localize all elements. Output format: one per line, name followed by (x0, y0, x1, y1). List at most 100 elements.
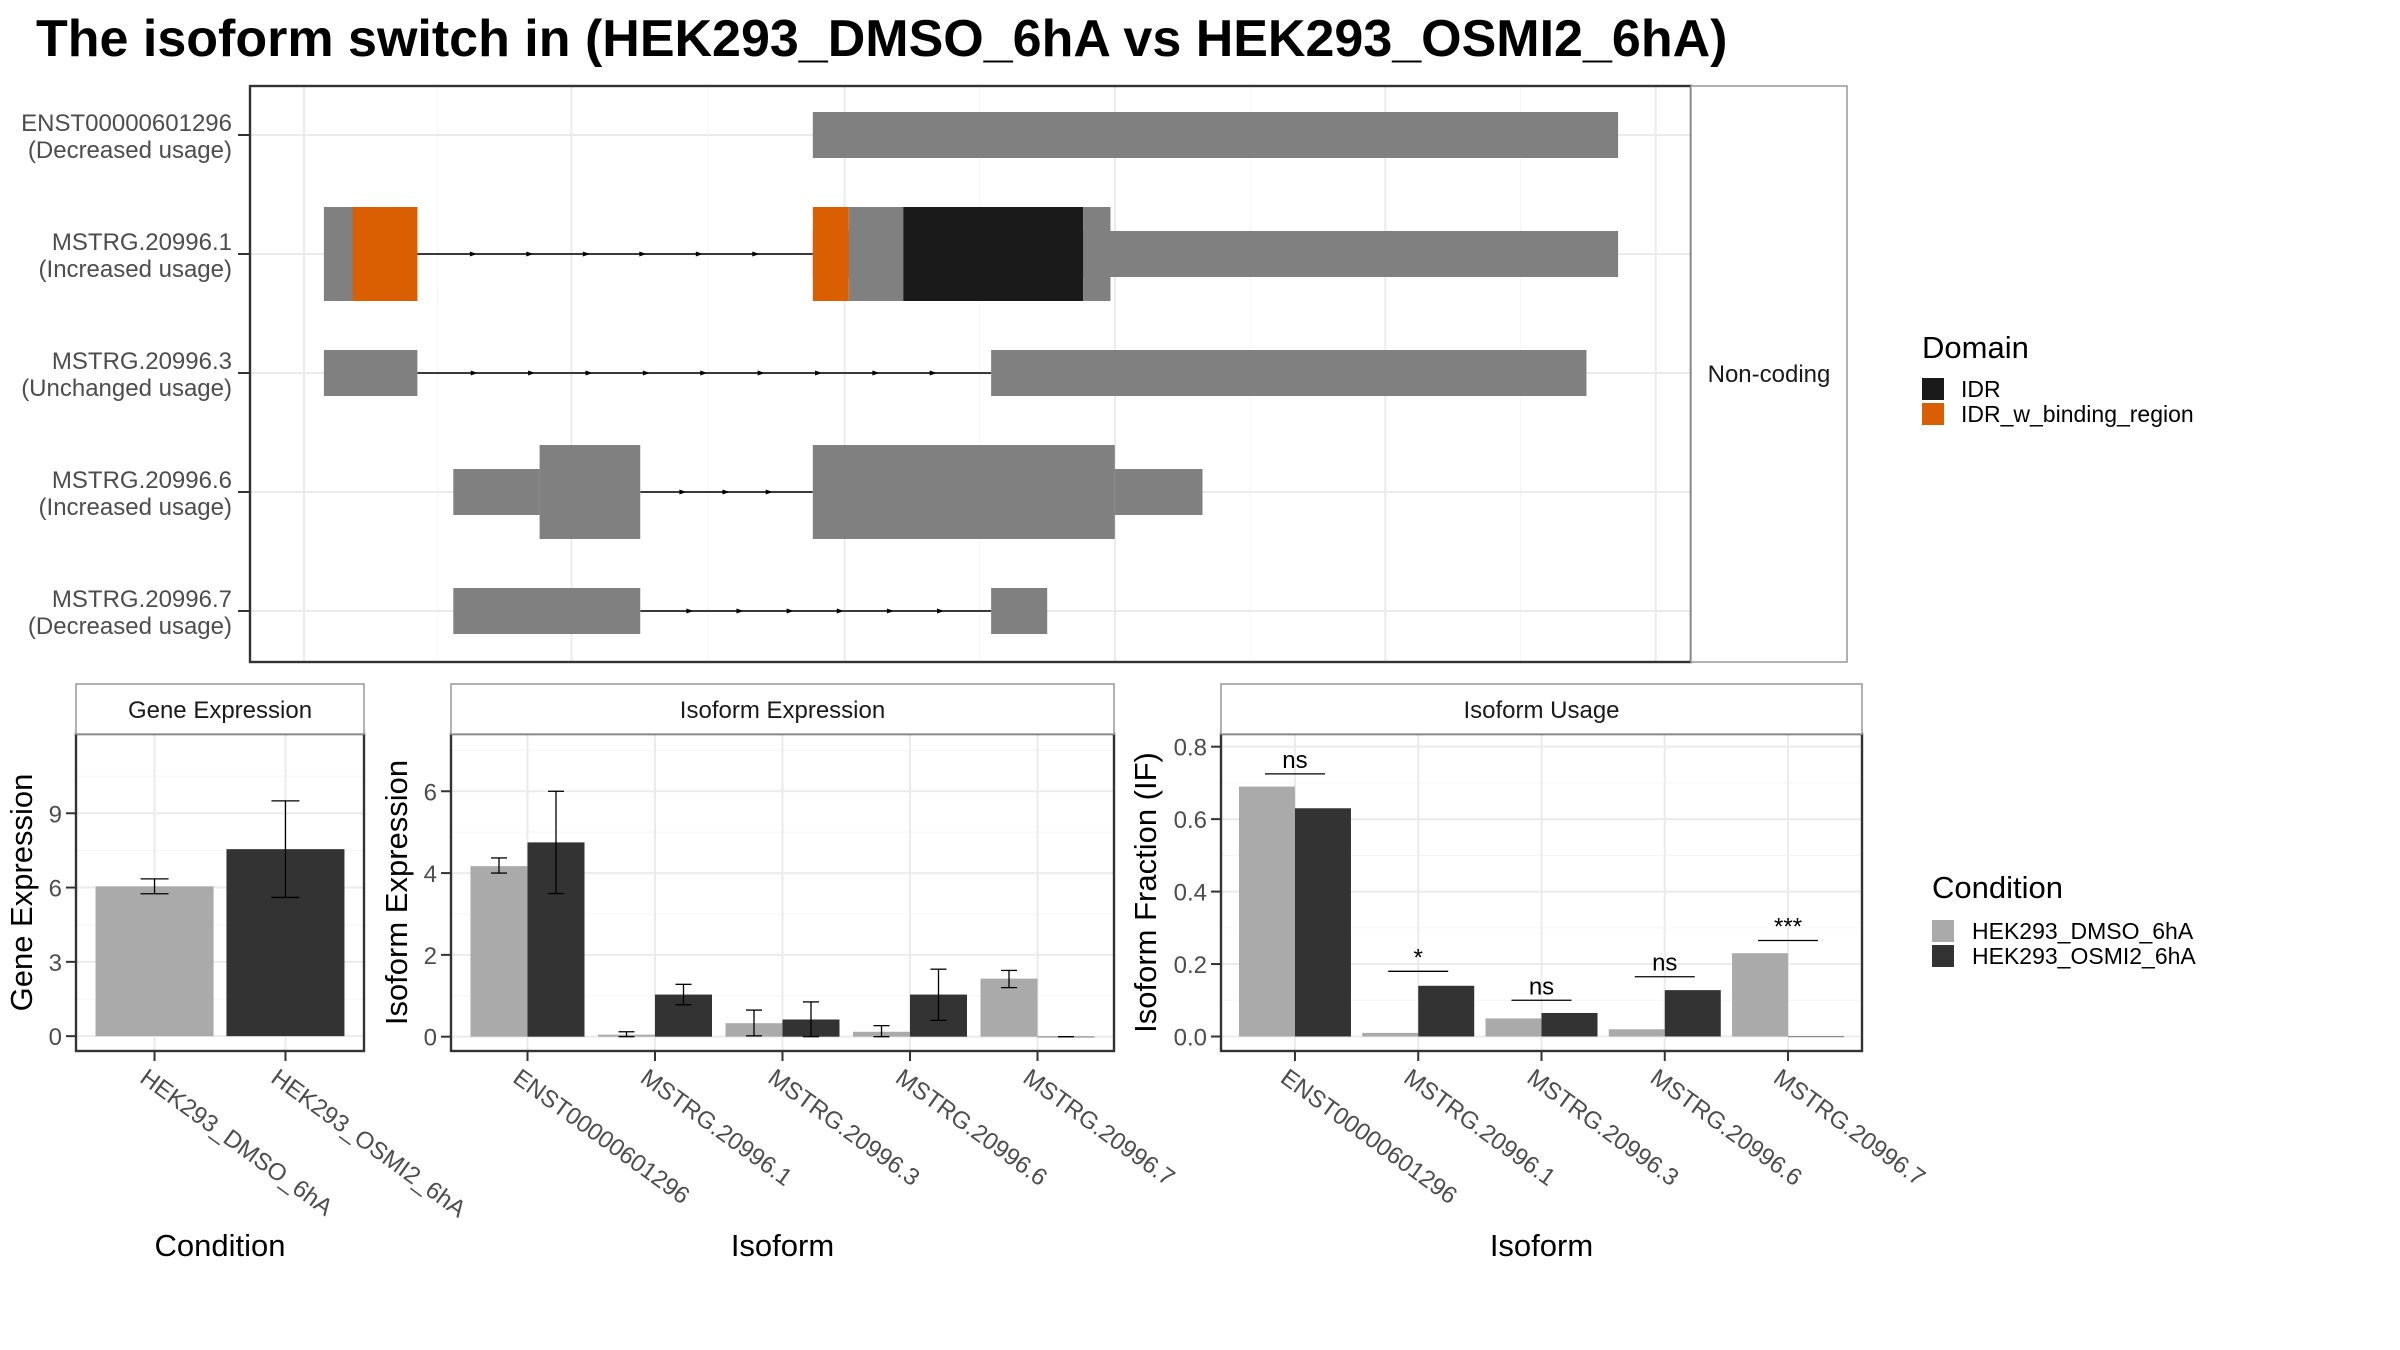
legend-label: HEK293_DMSO_6hA (1972, 918, 2194, 944)
legend-title: Domain (1922, 330, 2029, 365)
y-tick-label: 6 (49, 876, 62, 903)
x-axis-title: Condition (155, 1228, 286, 1263)
strand-arrow (765, 489, 773, 495)
strand-arrow (700, 370, 708, 376)
y-tick-label: 0 (49, 1024, 62, 1051)
exon-block (991, 588, 1048, 634)
bar (1732, 953, 1789, 1037)
isoform-label: MSTRG.20996.7(Decreased usage) (28, 586, 250, 640)
isoform-usage-label: (Decreased usage) (28, 137, 232, 164)
isoform-expression-panel: Isoform Expression0246ENST00000601296MST… (379, 683, 1180, 1263)
exon-block (539, 445, 641, 539)
facet-strip (1690, 85, 1848, 663)
bar (470, 866, 528, 1037)
bar (1418, 985, 1475, 1037)
strand-arrow (752, 251, 760, 257)
y-tick-label: 0.0 (1174, 1025, 1207, 1052)
strand-arrow (757, 370, 765, 376)
legend-label: IDR_w_binding_region (1961, 401, 2194, 427)
strand-arrow (695, 251, 703, 257)
x-axis-title: Isoform (731, 1228, 834, 1263)
legend-label: HEK293_OSMI2_6hA (1972, 943, 2196, 969)
bar (1788, 1036, 1845, 1038)
bar (980, 978, 1038, 1037)
domain-block (903, 207, 1084, 301)
bar (1362, 1032, 1419, 1037)
isoform-track (812, 112, 1619, 158)
isoform-id-label: MSTRG.20996.6 (52, 467, 232, 494)
strand-arrow (528, 370, 536, 376)
strand-arrow (929, 370, 937, 376)
significance-label: ns (1282, 747, 1307, 774)
isoform-id-label: ENST00000601296 (21, 110, 232, 137)
strand-arrow (642, 370, 650, 376)
isoform-id-label: MSTRG.20996.1 (52, 229, 232, 256)
bar (1485, 1018, 1542, 1037)
isoform-track (323, 207, 1619, 301)
facet-strip-label: Isoform Expression (680, 697, 885, 724)
domain-block (1083, 207, 1111, 301)
exon-block (1114, 469, 1203, 515)
significance-label: ns (1529, 973, 1554, 1000)
strand-arrow (886, 608, 894, 614)
isoform-label: ENST00000601296(Decreased usage) (21, 110, 250, 164)
y-tick-label: 0.8 (1174, 735, 1207, 762)
legend-key (1922, 378, 1944, 400)
isoform-usage-label: (Increased usage) (39, 494, 232, 521)
isoform-usage-label: (Unchanged usage) (21, 375, 232, 402)
facet-strip (75, 683, 365, 735)
y-tick-label: 0.6 (1174, 807, 1207, 834)
isoform-usage-label: (Increased usage) (39, 256, 232, 283)
y-tick-label: 0 (424, 1025, 437, 1052)
strand-arrow (786, 608, 794, 614)
y-axis-title: Gene Expression (4, 774, 39, 1012)
y-tick-label: 3 (49, 950, 62, 977)
bar (1541, 1012, 1598, 1037)
strand-arrow (937, 608, 945, 614)
isoform-label: MSTRG.20996.3(Unchanged usage) (21, 348, 250, 402)
facet-strip (450, 683, 1115, 735)
isoform-track (323, 350, 1587, 396)
isoform-label: MSTRG.20996.6(Increased usage) (39, 467, 250, 521)
isoform-label: MSTRG.20996.1(Increased usage) (39, 229, 250, 283)
isoform-track (453, 588, 1048, 634)
y-tick-label: 2 (424, 943, 437, 970)
strand-arrow (582, 251, 590, 257)
strand-arrow (836, 608, 844, 614)
strand-arrow (469, 251, 477, 257)
facet-strip-label: Gene Expression (128, 697, 312, 724)
legend-key (1932, 945, 1954, 967)
strand-arrow (872, 370, 880, 376)
domain-block (812, 207, 849, 301)
bar (1608, 1029, 1665, 1037)
y-tick-label: 4 (424, 861, 437, 888)
isoform-id-label: MSTRG.20996.3 (52, 348, 232, 375)
domain-block (352, 207, 418, 301)
significance-label: * (1414, 944, 1423, 971)
exon-block (453, 469, 540, 515)
y-tick-label: 0.2 (1174, 952, 1207, 979)
significance-label: ns (1652, 950, 1677, 977)
strand-arrow (722, 489, 730, 495)
figure-title: The isoform switch in (HEK293_DMSO_6hA v… (36, 10, 1727, 68)
bar (1294, 808, 1351, 1037)
strand-arrow (736, 608, 744, 614)
strand-arrow (815, 370, 823, 376)
bar (1664, 990, 1721, 1037)
bar (1238, 786, 1295, 1037)
strand-arrow (679, 489, 687, 495)
facet-strip-label: Isoform Usage (1463, 697, 1619, 724)
exon-block (812, 445, 1115, 539)
strand-arrow (526, 251, 534, 257)
y-axis-title: Isoform Fraction (IF) (1128, 752, 1163, 1033)
strand-arrow (585, 370, 593, 376)
exon-block (323, 350, 418, 396)
facet-strip-label: Non-coding (1708, 361, 1831, 388)
legend-title: Condition (1932, 870, 2063, 905)
isoform-structure-panel: ENST00000601296(Decreased usage) MSTRG.20… (21, 84, 1848, 664)
isoform-track (453, 445, 1203, 539)
